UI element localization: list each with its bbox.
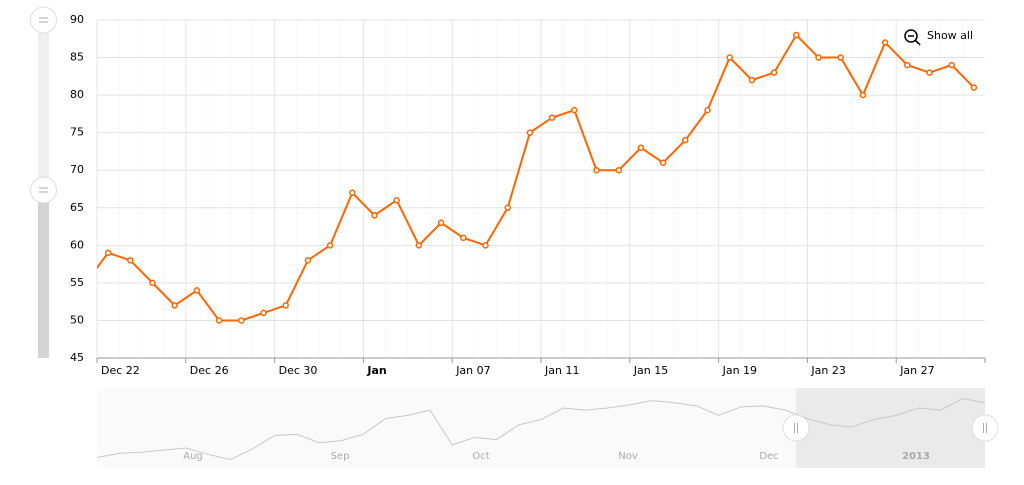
y-tick-label: 75 bbox=[70, 126, 84, 139]
data-point bbox=[926, 69, 933, 76]
navigator-label: Sep bbox=[331, 451, 350, 462]
zoom-out-button[interactable]: Show all bbox=[904, 29, 973, 46]
y-tick-label: 60 bbox=[70, 238, 84, 251]
x-tick-label: Dec 26 bbox=[190, 364, 229, 377]
data-point bbox=[970, 84, 978, 91]
data-point bbox=[349, 189, 356, 197]
y-tick-label: 70 bbox=[70, 163, 84, 176]
data-point bbox=[371, 212, 378, 219]
data-point bbox=[793, 31, 800, 39]
data-point bbox=[260, 309, 267, 317]
data-point bbox=[127, 257, 134, 264]
data-point bbox=[593, 166, 600, 174]
scrollbar-handle[interactable] bbox=[30, 176, 57, 204]
x-tick-label: Jan bbox=[366, 364, 386, 377]
data-point bbox=[548, 114, 556, 121]
data-point bbox=[859, 91, 867, 99]
y-tick-label: 45 bbox=[70, 351, 84, 364]
data-point bbox=[482, 242, 489, 249]
data-point bbox=[837, 54, 844, 61]
data-point bbox=[83, 280, 88, 285]
data-point bbox=[615, 166, 622, 174]
data-point bbox=[304, 257, 312, 264]
data-point bbox=[393, 197, 400, 204]
zoom-button-label[interactable]: Show all bbox=[927, 29, 973, 42]
data-point bbox=[726, 54, 733, 61]
x-tick-label: Jan 19 bbox=[722, 364, 757, 377]
plot bbox=[83, 31, 978, 324]
y-tick-label: 55 bbox=[70, 276, 84, 289]
data-point bbox=[904, 61, 911, 69]
y-tick-label: 80 bbox=[70, 88, 84, 101]
data-point bbox=[881, 39, 889, 46]
data-point bbox=[437, 219, 445, 227]
y-tick-label: 90 bbox=[70, 13, 84, 26]
navigator-handle[interactable] bbox=[971, 414, 999, 442]
navigator-line bbox=[96, 398, 986, 461]
scrollbar-thumb bbox=[38, 190, 49, 358]
data-point bbox=[637, 144, 645, 151]
navigator-label: Aug bbox=[183, 451, 203, 462]
navigator-label: Nov bbox=[618, 451, 638, 462]
x-tick-label: Jan 07 bbox=[455, 364, 490, 377]
series-line bbox=[97, 33, 975, 322]
x-tick-label: Jan 23 bbox=[810, 364, 845, 377]
navigator-label: Oct bbox=[472, 451, 489, 462]
y-tick-label: 65 bbox=[70, 201, 84, 214]
data-point bbox=[815, 54, 822, 61]
x-tick-label: Dec 30 bbox=[279, 364, 318, 377]
navigator-selection bbox=[796, 388, 985, 468]
x-tick-label: Dec 22 bbox=[101, 364, 140, 377]
scrollbar-handle[interactable] bbox=[30, 6, 57, 34]
handle-circle bbox=[782, 414, 810, 442]
data-point bbox=[149, 279, 156, 287]
y-tick-label: 85 bbox=[70, 51, 84, 64]
data-point bbox=[238, 317, 245, 324]
handle-circle bbox=[971, 414, 999, 442]
data-point bbox=[504, 204, 511, 212]
navigator-handle[interactable] bbox=[782, 414, 810, 442]
y-tick-label: 50 bbox=[70, 313, 84, 326]
data-point bbox=[571, 106, 578, 114]
data-point bbox=[748, 76, 756, 84]
data-point bbox=[704, 106, 711, 114]
data-point bbox=[415, 242, 423, 249]
vertical-scrollbar bbox=[30, 6, 57, 358]
data-point bbox=[171, 302, 178, 309]
data-point bbox=[193, 287, 201, 294]
data-point bbox=[282, 302, 289, 309]
x-tick-label: Jan 11 bbox=[544, 364, 579, 377]
data-point bbox=[104, 249, 112, 257]
x-tick-label: Jan 15 bbox=[633, 364, 668, 377]
data-point bbox=[526, 129, 534, 136]
data-point bbox=[215, 317, 223, 324]
navigator-label: 2013 bbox=[902, 451, 930, 462]
data-point bbox=[460, 234, 467, 242]
data-point bbox=[659, 159, 667, 166]
data-point bbox=[948, 61, 955, 69]
navigator-label: Dec bbox=[759, 451, 778, 462]
data-point bbox=[682, 136, 689, 144]
x-tick-label: Jan 27 bbox=[899, 364, 934, 377]
data-point bbox=[326, 242, 334, 249]
data-point bbox=[770, 69, 778, 76]
